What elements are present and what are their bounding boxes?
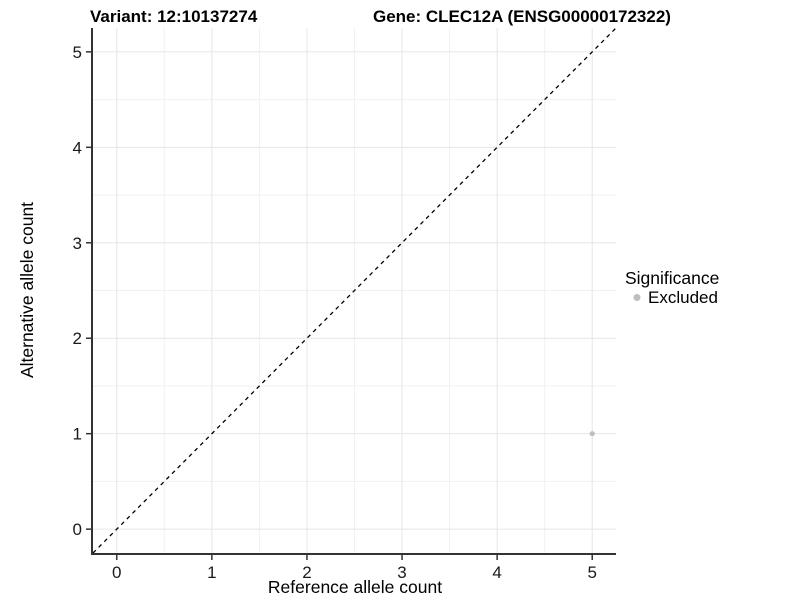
x-axis-title: Reference allele count — [268, 577, 442, 597]
data-point-excluded — [589, 431, 595, 437]
tick-labels-layer: 0 1 2 3 4 5 0 1 2 3 4 5 — [73, 43, 597, 582]
y-axis-title: Alternative allele count — [17, 202, 37, 378]
gene-title: Gene: CLEC12A (ENSG00000172322) — [373, 7, 671, 26]
x-tick-label: 1 — [207, 563, 216, 582]
y-tick-label: 4 — [73, 138, 82, 157]
y-tick-label: 5 — [73, 43, 82, 62]
x-tick-label: 5 — [587, 563, 596, 582]
axes-layer — [86, 28, 616, 560]
legend-entry-label: Excluded — [648, 288, 718, 307]
y-tick-label: 0 — [73, 520, 82, 539]
variant-title: Variant: 12:10137274 — [90, 7, 258, 26]
data-points-layer — [589, 431, 595, 437]
x-tick-label: 4 — [492, 563, 501, 582]
grid-major-lines — [93, 28, 616, 553]
legend-title: Significance — [625, 268, 719, 288]
y-tick-label: 3 — [73, 234, 82, 253]
x-tick-label: 2 — [302, 563, 311, 582]
y-tick-label: 2 — [73, 329, 82, 348]
x-tick-label: 3 — [397, 563, 406, 582]
x-tick-label: 0 — [112, 563, 121, 582]
identity-dashed-line — [92, 27, 617, 554]
y-tick-label: 1 — [73, 425, 82, 444]
legend: Significance Excluded — [625, 268, 719, 307]
legend-excluded-point-icon — [633, 294, 641, 301]
